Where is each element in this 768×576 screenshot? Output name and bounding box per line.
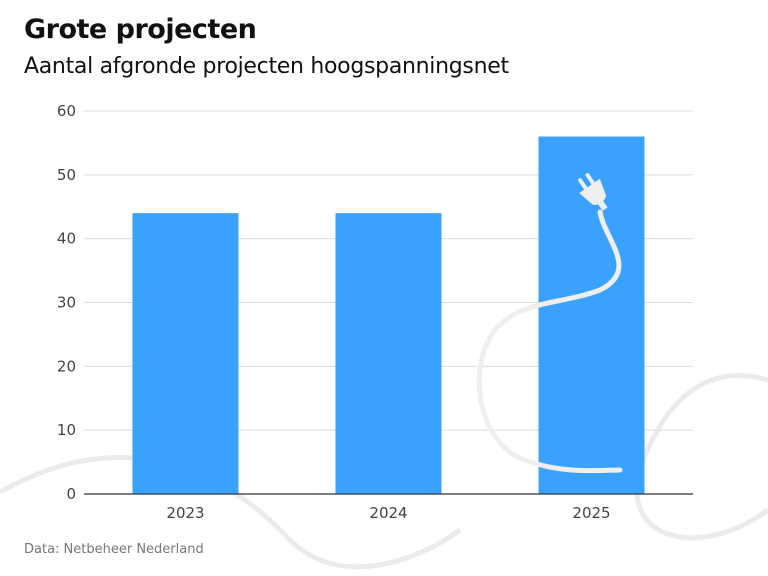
- chart-subtitle: Aantal afgronde projecten hoogspanningsn…: [24, 54, 509, 79]
- x-axis-ticks: 2023 2024 2025: [166, 504, 610, 522]
- plug-cable-icon: [476, 173, 623, 474]
- x-tick-label: 2025: [572, 504, 610, 522]
- bars: [132, 136, 645, 495]
- background-curve: [0, 455, 462, 570]
- bar-2023: [132, 213, 239, 494]
- data-source: Data: Netbeheer Nederland: [24, 542, 204, 557]
- y-tick-label: 60: [57, 102, 76, 120]
- background-curve-right: [634, 373, 768, 541]
- chart-title: Grote projecten: [24, 14, 257, 45]
- y-axis-ticks: 0 10 20 30 40 50 60: [57, 102, 76, 503]
- x-tick-label: 2024: [369, 504, 407, 522]
- y-tick-label: 30: [57, 294, 76, 312]
- x-tick-label: 2023: [166, 504, 204, 522]
- bar-2024: [335, 213, 442, 494]
- y-tick-label: 10: [57, 421, 76, 439]
- y-tick-label: 20: [57, 357, 76, 375]
- y-tick-label: 50: [57, 166, 76, 184]
- y-tick-label: 0: [66, 485, 76, 503]
- y-tick-label: 40: [57, 230, 76, 248]
